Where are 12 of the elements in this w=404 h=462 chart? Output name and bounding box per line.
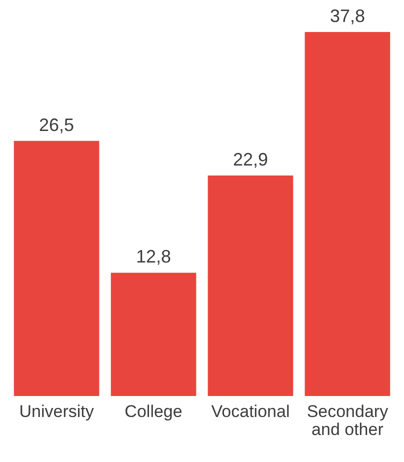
x-tick-label: University	[19, 402, 94, 421]
data-label: 37,8	[330, 6, 365, 26]
bar	[110, 272, 196, 396]
x-tick-label: Secondary and other	[306, 402, 389, 439]
x-tick-label: College	[124, 402, 182, 421]
data-label: 26,5	[39, 114, 74, 135]
x-tick-label: Vocational	[211, 402, 290, 421]
bar	[208, 175, 294, 396]
bar	[14, 140, 100, 396]
data-label: 22,9	[232, 149, 268, 170]
data-label: 12,8	[136, 246, 172, 267]
bar	[304, 32, 390, 396]
